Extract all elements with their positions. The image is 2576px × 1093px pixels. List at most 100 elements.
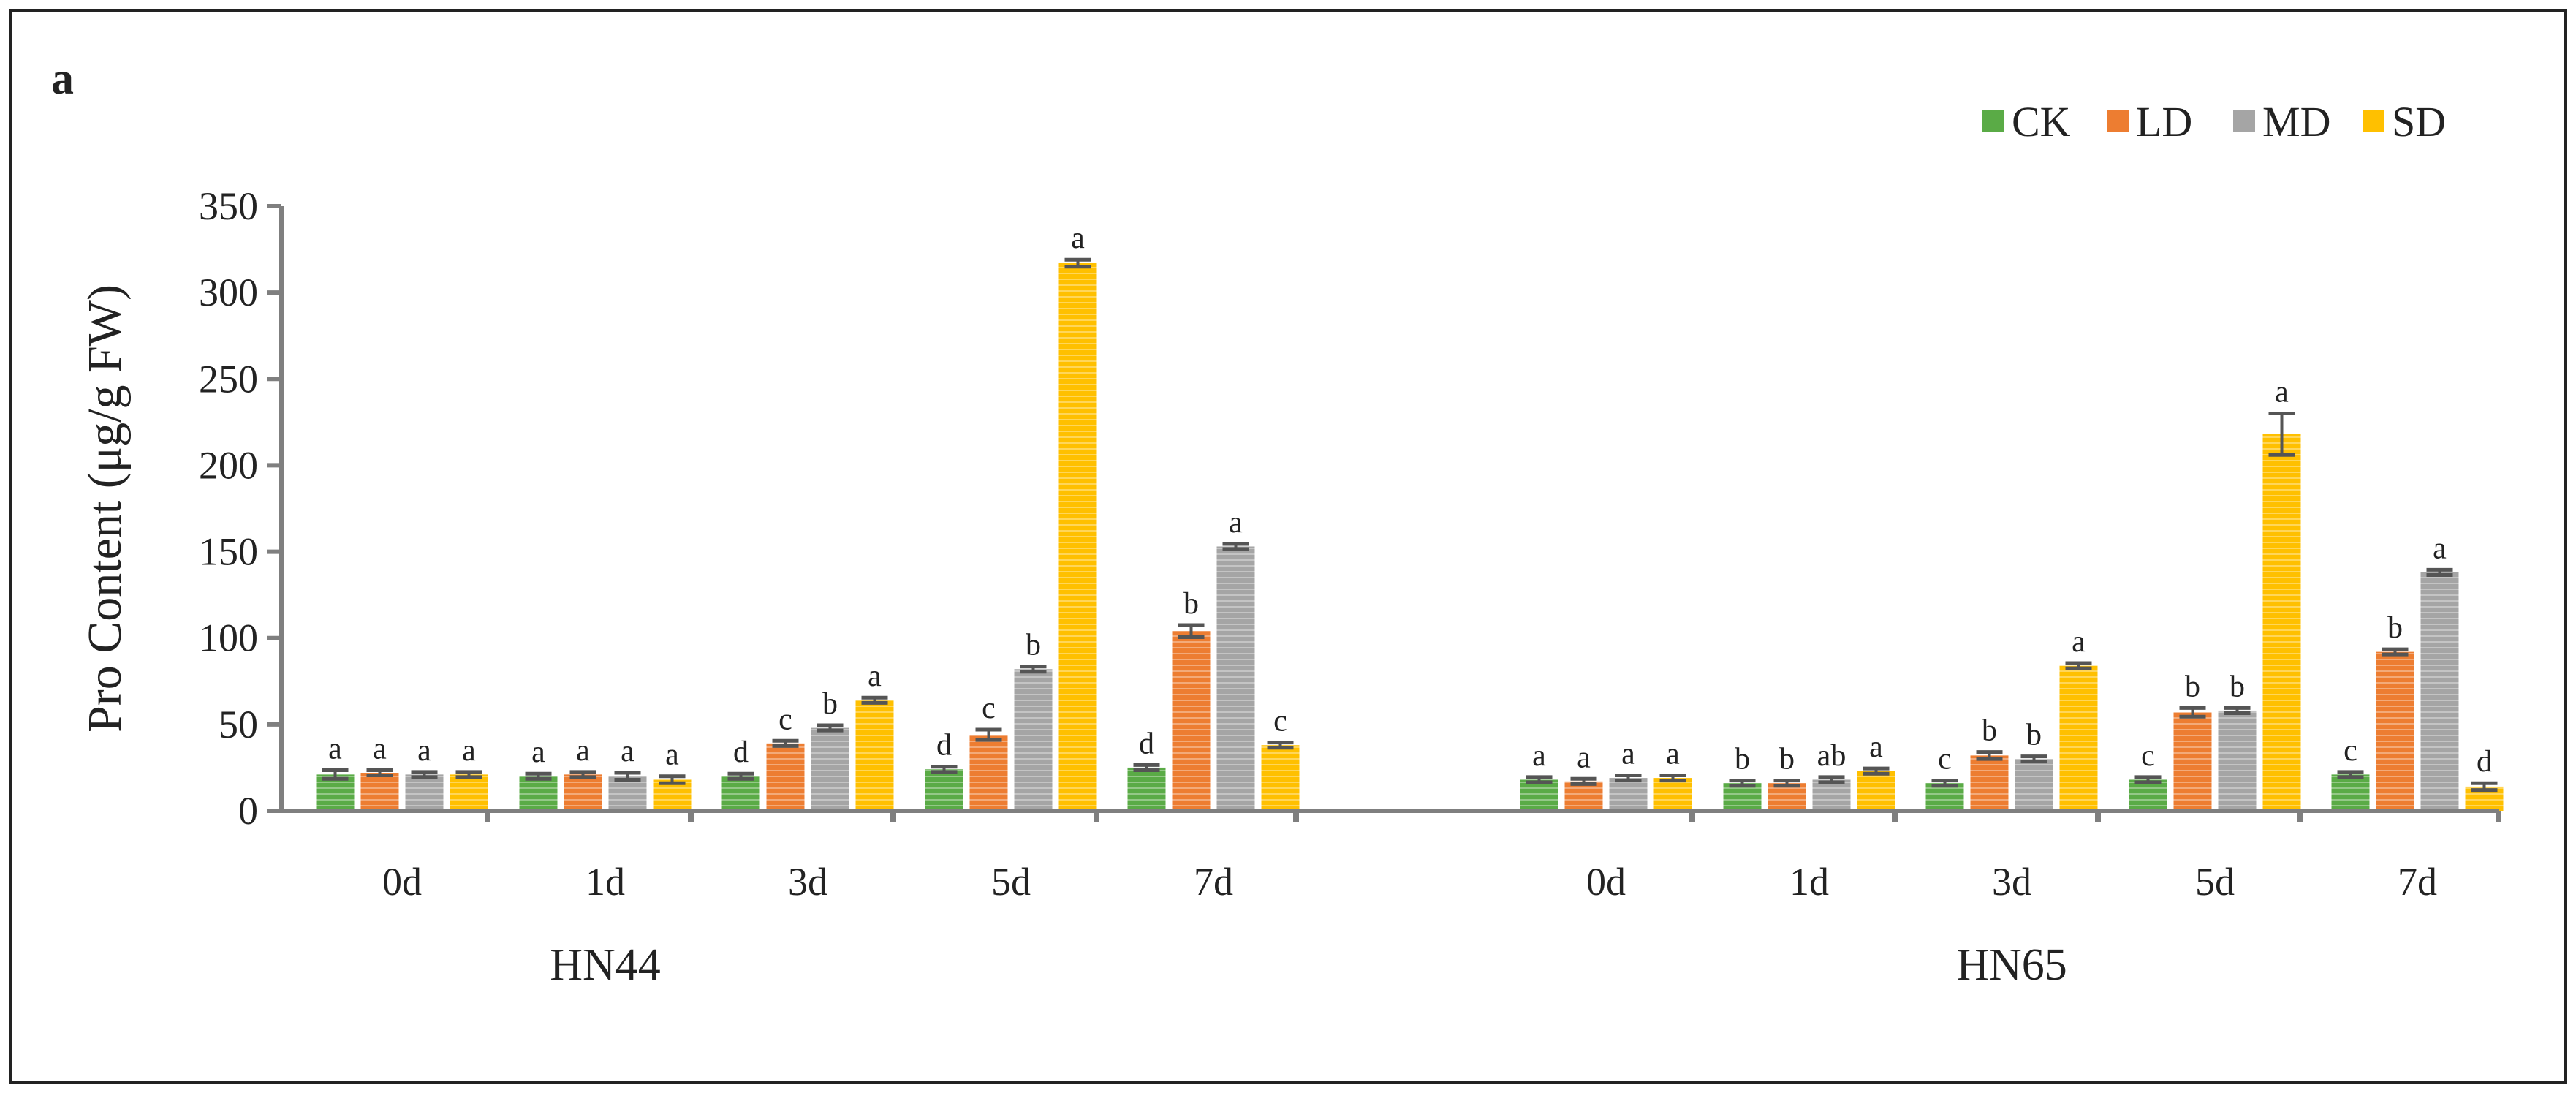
significance-label: c	[2344, 734, 2357, 768]
bar-hatch	[2420, 572, 2459, 811]
significance-label: b	[1982, 714, 1997, 748]
bar-hatch	[811, 727, 849, 811]
y-tick-label: 350	[199, 184, 258, 228]
bar-hatch	[1723, 783, 1762, 811]
significance-label: a	[462, 734, 476, 768]
significance-label: a	[417, 734, 431, 768]
bar-hatch	[2262, 434, 2301, 811]
group-label: HN44	[550, 940, 661, 990]
bar-hatch	[1216, 546, 1255, 811]
bar-hatch	[1970, 755, 2009, 811]
significance-label: c	[982, 692, 996, 725]
y-tick-label: 50	[219, 703, 258, 746]
y-tick-label: 100	[199, 616, 258, 660]
bar-hatch	[1653, 778, 1692, 811]
significance-label: b	[2185, 670, 2200, 703]
x-tick-label: 3d	[1992, 860, 2031, 904]
x-tick-label: 5d	[2195, 860, 2235, 904]
significance-label: a	[665, 738, 679, 772]
bar-hatch	[608, 776, 647, 811]
bar-hatch	[1812, 779, 1851, 811]
legend-swatch	[2233, 110, 2255, 132]
x-tick-label: 0d	[1586, 860, 1626, 904]
x-tick-label: 0d	[382, 860, 422, 904]
x-tick-label: 7d	[2398, 860, 2437, 904]
y-tick-label: 0	[238, 789, 258, 833]
significance-label: d	[936, 729, 952, 763]
significance-label: d	[733, 735, 749, 769]
significance-label: a	[2275, 376, 2289, 409]
group-label: HN65	[1956, 940, 2067, 990]
significance-label: a	[2072, 625, 2086, 659]
y-axis: 0 50 100 150 200 250 300 350	[199, 184, 284, 833]
significance-label: a	[1229, 506, 1243, 540]
bar-hatch	[2129, 779, 2167, 811]
bar-hatch	[1520, 779, 1558, 811]
legend-swatch	[2363, 110, 2384, 132]
bar-hatch	[564, 774, 602, 811]
x-tick-label: 7d	[1194, 860, 1233, 904]
significance-label: b	[1735, 743, 1750, 776]
bar-hatch	[405, 774, 444, 811]
significance-label: d	[1139, 727, 1154, 760]
significance-label: b	[2026, 719, 2042, 752]
legend-label: SD	[2392, 98, 2446, 145]
significance-label: b	[1779, 743, 1795, 776]
bar-hatch	[925, 769, 963, 811]
bar-hatch	[2059, 665, 2098, 811]
legend-label: LD	[2136, 98, 2192, 145]
significance-label: b	[2230, 670, 2245, 703]
bar-hatch	[721, 776, 760, 811]
significance-label: b	[1026, 629, 1041, 662]
bar-hatch	[1857, 771, 1895, 811]
significance-label: a	[328, 732, 342, 765]
significance-label: a	[576, 734, 590, 768]
figure-border	[9, 9, 2567, 1084]
x-axis: 0d 1d 3d 5d 7d HN44 0d 1d 3d 5d 7d HN65	[281, 809, 2501, 990]
bar-hatch	[1058, 262, 1097, 812]
bar-hatch	[2331, 774, 2370, 811]
bar-hatch	[969, 735, 1008, 811]
x-tick-label: 1d	[586, 860, 625, 904]
legend-label: CK	[2012, 98, 2071, 145]
legend-swatch	[2107, 110, 2129, 132]
significance-label: c	[2141, 739, 2155, 773]
significance-label: d	[2477, 745, 2492, 779]
legend-label: MD	[2262, 98, 2330, 145]
significance-label: ab	[1817, 739, 1846, 773]
significance-label: c	[1938, 743, 1952, 776]
bar-hatch	[1127, 767, 1166, 811]
significance-label: c	[1273, 705, 1287, 738]
significance-label: a	[868, 659, 882, 693]
bar-hatch	[1172, 631, 1211, 811]
bar-hatch	[1564, 781, 1603, 811]
bar-hatch	[360, 773, 399, 811]
bar-hatch	[1609, 778, 1648, 811]
x-tick-label: 5d	[991, 860, 1031, 904]
y-tick-label: 300	[199, 271, 258, 314]
chart-legend: CK LD MD SD	[1982, 98, 2446, 145]
x-tick-label: 1d	[1789, 860, 1829, 904]
bar-hatch	[766, 743, 805, 811]
bar-hatch	[450, 774, 488, 811]
bar-hatch	[1261, 745, 1300, 811]
significance-label: a	[2433, 532, 2447, 565]
significance-label: b	[822, 687, 838, 721]
significance-label: a	[1532, 739, 1546, 773]
significance-label: c	[779, 703, 792, 736]
significance-label: a	[1666, 738, 1680, 771]
significance-label: b	[2387, 611, 2403, 645]
y-axis-label: Pro Content (μg/g FW)	[78, 284, 132, 733]
y-tick-label: 150	[199, 530, 258, 574]
y-tick-label: 200	[199, 443, 258, 487]
significance-label: a	[373, 732, 387, 765]
bar-hatch	[855, 700, 894, 811]
panel-label: a	[51, 54, 74, 104]
significance-label: b	[1183, 587, 1199, 621]
significance-label: a	[531, 735, 545, 769]
y-tick-label: 250	[199, 357, 258, 401]
x-tick-label: 3d	[788, 860, 827, 904]
bar-hatch	[1925, 783, 1964, 811]
significance-label: a	[1869, 730, 1883, 764]
